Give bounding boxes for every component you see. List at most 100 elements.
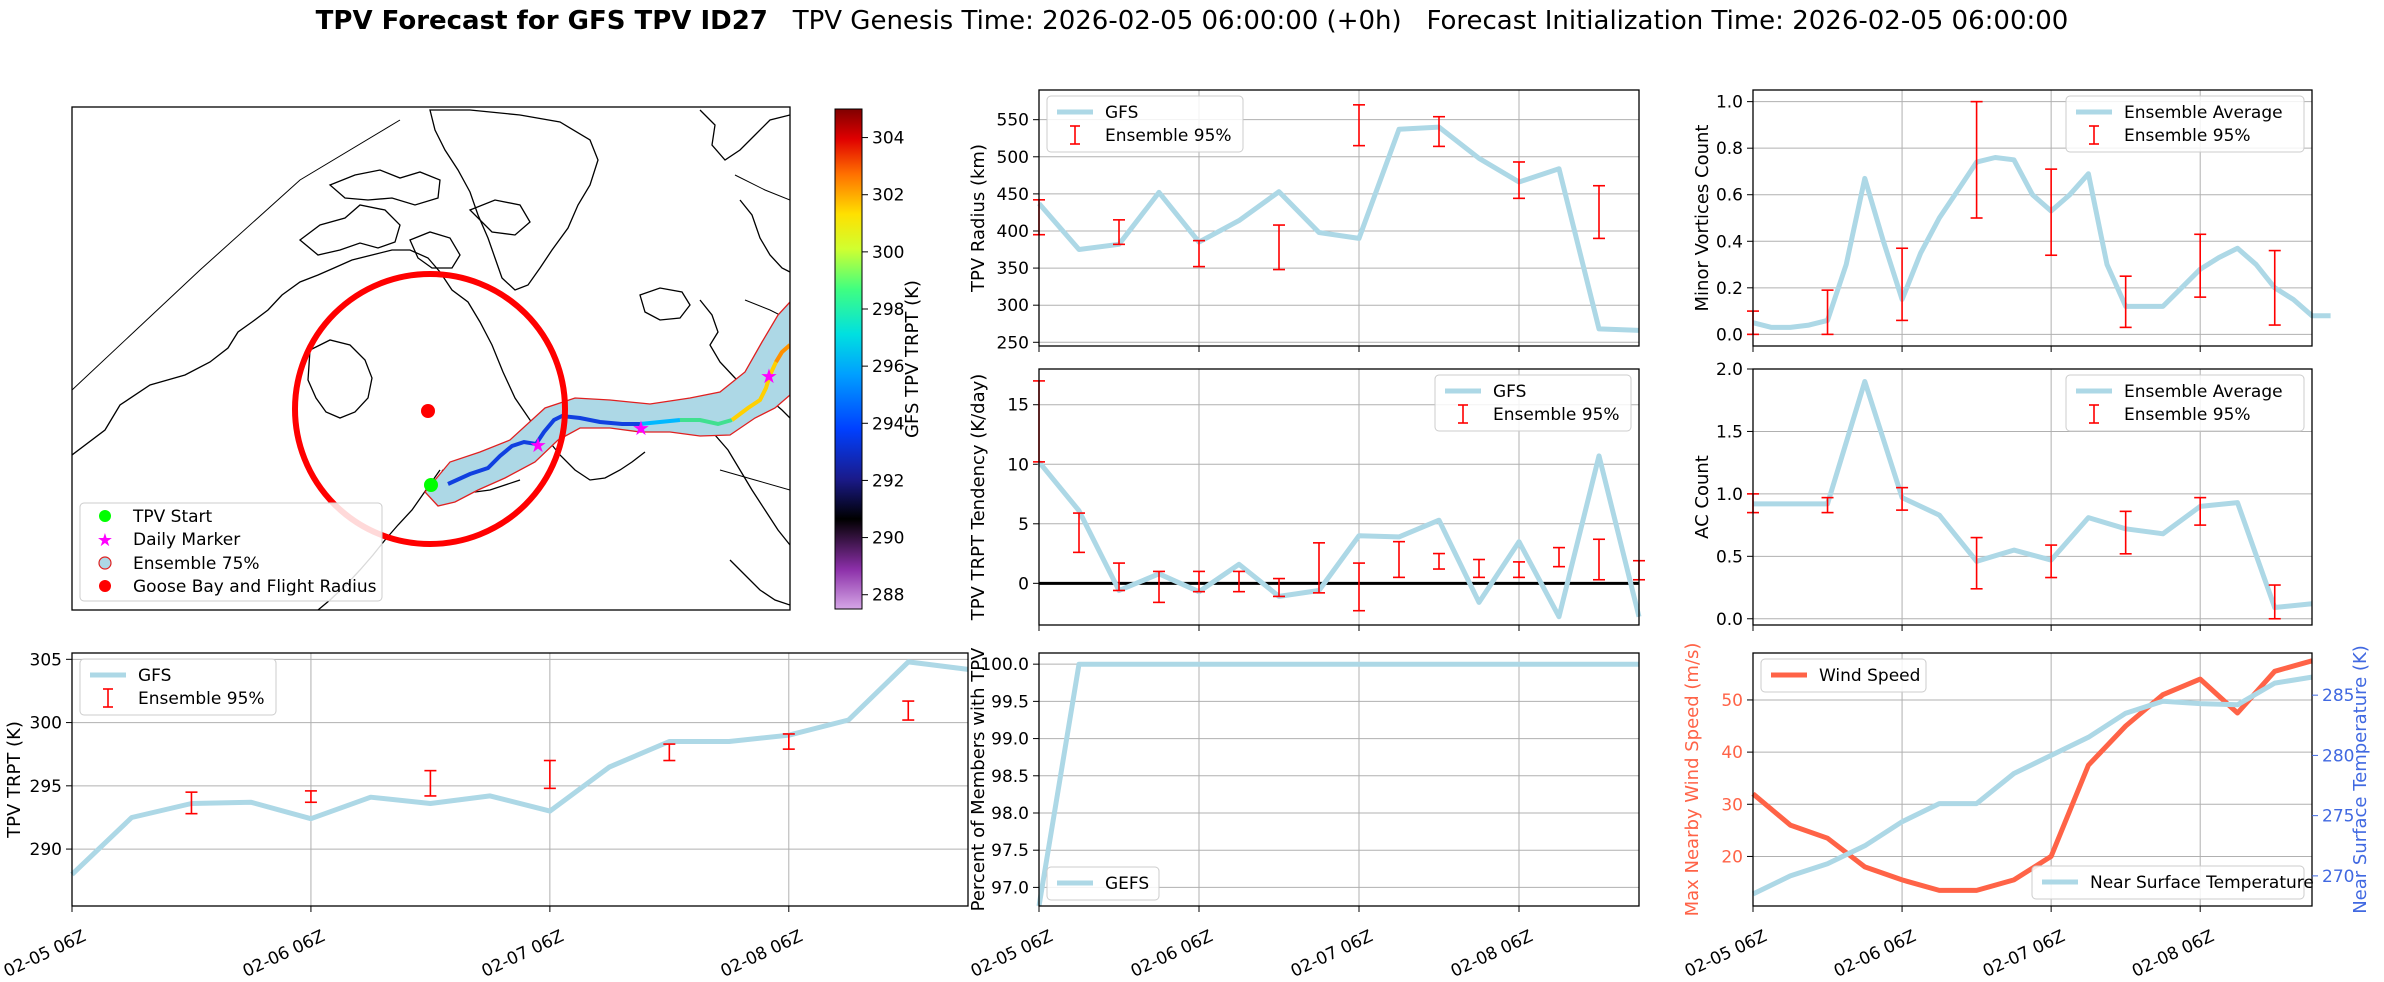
legend-ensemble-75: Ensemble 75%: [133, 554, 260, 574]
y-tick-label: 40: [1721, 743, 1743, 763]
map-frame: [71, 106, 791, 611]
series-line-gfs: [70, 659, 969, 877]
colorbar-tick-label: 290: [872, 529, 904, 549]
plot-frame: [1038, 89, 1640, 347]
chart-legend: Near Surface Temperature: [2031, 865, 2314, 900]
y-tick-label: 15: [1007, 396, 1029, 416]
x-tick-label: 02-08 06Z: [2129, 926, 2217, 981]
legend-label: Wind Speed: [1819, 666, 1920, 686]
y2-tick-label: 280: [2322, 746, 2354, 766]
y-axis-label: Max Nearby Wind Speed (m/s): [1682, 643, 1703, 917]
y-tick-label: 350: [997, 259, 1029, 279]
y-tick-label: 99.5: [991, 692, 1029, 712]
x-tick-label: 02-06 06Z: [1831, 926, 1919, 981]
y-tick-label: 97.0: [991, 878, 1029, 898]
legend-box: [2065, 374, 2305, 432]
y-tick-label: 1.0: [1716, 485, 1743, 505]
daily-marker-3: ★: [760, 364, 778, 388]
legend-ensemble-icon: [98, 556, 112, 570]
y-tick-label: 0: [1018, 574, 1029, 594]
legend-label: Ensemble 95%: [2124, 126, 2251, 146]
legend-daily-marker-icon: ★: [97, 530, 113, 551]
y-tick-label: 1.5: [1716, 422, 1743, 442]
legend-box: [79, 658, 277, 716]
y-tick-label: 300: [997, 296, 1029, 316]
tpv-start-marker: [424, 478, 438, 492]
figure-title-bold: TPV Forecast for GFS TPV ID27: [315, 6, 768, 36]
x-tick-label: 02-07 06Z: [479, 926, 567, 981]
map-coastline-arctic: [298, 169, 531, 269]
series-line-ensemble-average: [1753, 379, 2313, 610]
colorbar-label: GFS TPV TRPT (K): [902, 280, 923, 438]
daily-marker-1: ★: [529, 433, 547, 457]
colorbar-tick-label: 304: [872, 129, 904, 149]
plot-frame: [71, 652, 969, 907]
map-borders: [72, 119, 790, 491]
plot-frame: [1752, 368, 2313, 626]
chart-legend: GFS Ensemble 95%: [1046, 95, 1244, 153]
map-panel: ★ ★ ★ TPV Start ★ Daily Marker Ensemble …: [71, 106, 923, 611]
x-tick-label: 02-07 06Z: [1288, 926, 1376, 981]
y-tick-label: 0.5: [1716, 547, 1743, 567]
tpv-track-blue: [447, 413, 640, 486]
chart-legend: Ensemble Average Ensemble 95%: [2065, 374, 2305, 432]
map-coastline-hudson: [307, 339, 373, 419]
legend-tpv-start-icon: [99, 510, 111, 522]
y-tick-label: 2.0: [1716, 360, 1743, 380]
y-tick-label: 1.0: [1716, 93, 1743, 113]
legend-box: [1046, 95, 1244, 153]
legend-label: Ensemble 95%: [1105, 126, 1232, 146]
legend-label: Ensemble 95%: [138, 689, 265, 709]
y-tick-label: 5: [1018, 515, 1029, 535]
colorbar-tick-label: 294: [872, 414, 904, 434]
figure-title-rest: TPV Genesis Time: 2026-02-05 06:00:00 (+…: [792, 6, 2069, 36]
y2-tick-label: 275: [2322, 807, 2354, 827]
y-axis-label: TPV TRPT (K): [4, 721, 25, 839]
legend-box: [2031, 865, 2305, 900]
y-tick-label: 400: [997, 222, 1029, 242]
chart-legend: Ensemble Average Ensemble 95%: [2065, 95, 2305, 153]
colorbar-gradient: [834, 108, 863, 610]
legend-label: Ensemble 95%: [1493, 405, 1620, 425]
plot-frame: [1038, 368, 1640, 626]
colorbar-tick-label: 300: [872, 243, 904, 263]
x-tick-label: 02-05 06Z: [968, 926, 1056, 981]
y-tick-label: 0.6: [1716, 186, 1743, 206]
x-tick-label: 02-08 06Z: [718, 926, 806, 981]
legend-daily-marker: Daily Marker: [133, 530, 240, 550]
map-basemap: ★ ★ ★: [72, 109, 790, 610]
x-tick-label: 02-05 06Z: [1, 926, 89, 981]
legend-label: Ensemble Average: [2124, 103, 2283, 123]
series-line-gefs: [1036, 661, 1639, 907]
y-axis-label: Percent of Members with TPV: [968, 647, 989, 911]
series-line-gfs: [1037, 124, 1640, 333]
tpv-track-cyan: [639, 418, 681, 426]
colorbar-tick-label: 302: [872, 186, 904, 206]
legend-label: GFS: [138, 666, 171, 686]
goose-bay-marker: [421, 404, 435, 418]
y2-axis-label: Near Surface Temperature (K): [2350, 645, 2371, 914]
legend-tpv-start: TPV Start: [132, 507, 213, 527]
plot-frame: [1038, 652, 1640, 907]
colorbar-tick-label: 298: [872, 300, 904, 320]
plot-frame: [1752, 89, 2313, 347]
y-tick-label: 0.0: [1716, 610, 1743, 630]
x-tick-label: 02-07 06Z: [1980, 926, 2068, 981]
y-tick-label: 305: [30, 650, 62, 670]
y-tick-label: 0.8: [1716, 139, 1743, 159]
plot-frame: [1752, 652, 2313, 907]
y-tick-label: 50: [1721, 691, 1743, 711]
ensemble-75-envelope: [424, 301, 790, 507]
y-tick-label: 295: [30, 777, 62, 797]
y-tick-label: 98.0: [991, 804, 1029, 824]
legend-label: GFS: [1105, 103, 1138, 123]
chart-tendency: 0 5 10 15 TPV TRPT Tendency (K/day) GFS Ensemb…: [968, 368, 1645, 631]
map-colorbar: 288 290 292 294 296 298 300 302 304 GFS TPV TRPT…: [834, 108, 923, 610]
legend-box: [1760, 658, 1927, 693]
map-legend: TPV Start ★ Daily Marker Ensemble 75% Go…: [79, 502, 383, 602]
y-tick-label: 290: [30, 840, 62, 860]
chart-legend: GFS Ensemble 95%: [79, 658, 277, 716]
chart-legend: GFS Ensemble 95%: [1434, 374, 1632, 432]
legend-label: Ensemble 95%: [2124, 405, 2251, 425]
